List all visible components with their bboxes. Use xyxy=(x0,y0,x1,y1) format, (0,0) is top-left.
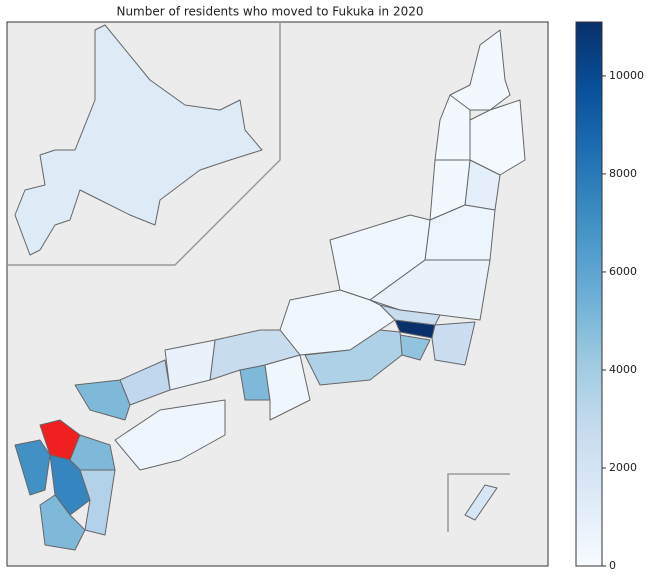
region xyxy=(304,329,403,386)
colorbar-tick-label: 10000 xyxy=(609,69,644,82)
region xyxy=(79,469,116,536)
colorbar-tick-label: 6000 xyxy=(609,265,637,278)
colorbar-tick-label: 0 xyxy=(609,559,616,572)
region xyxy=(39,494,86,551)
inset-border xyxy=(447,473,510,532)
colorbar-tick-label: 8000 xyxy=(609,167,637,180)
region xyxy=(264,354,311,421)
region xyxy=(14,439,51,496)
region xyxy=(74,379,131,421)
colorbar-tick-label: 2000 xyxy=(609,461,637,474)
colorbar-tick-label: 4000 xyxy=(609,363,637,376)
colorbar xyxy=(575,21,603,567)
region xyxy=(114,399,226,471)
region xyxy=(14,24,263,256)
region xyxy=(164,339,216,391)
regions xyxy=(14,24,526,551)
region xyxy=(464,484,498,521)
inset-border xyxy=(7,22,281,266)
region xyxy=(431,321,476,366)
chart-title: Number of residents who moved to Fukuka … xyxy=(116,5,423,19)
